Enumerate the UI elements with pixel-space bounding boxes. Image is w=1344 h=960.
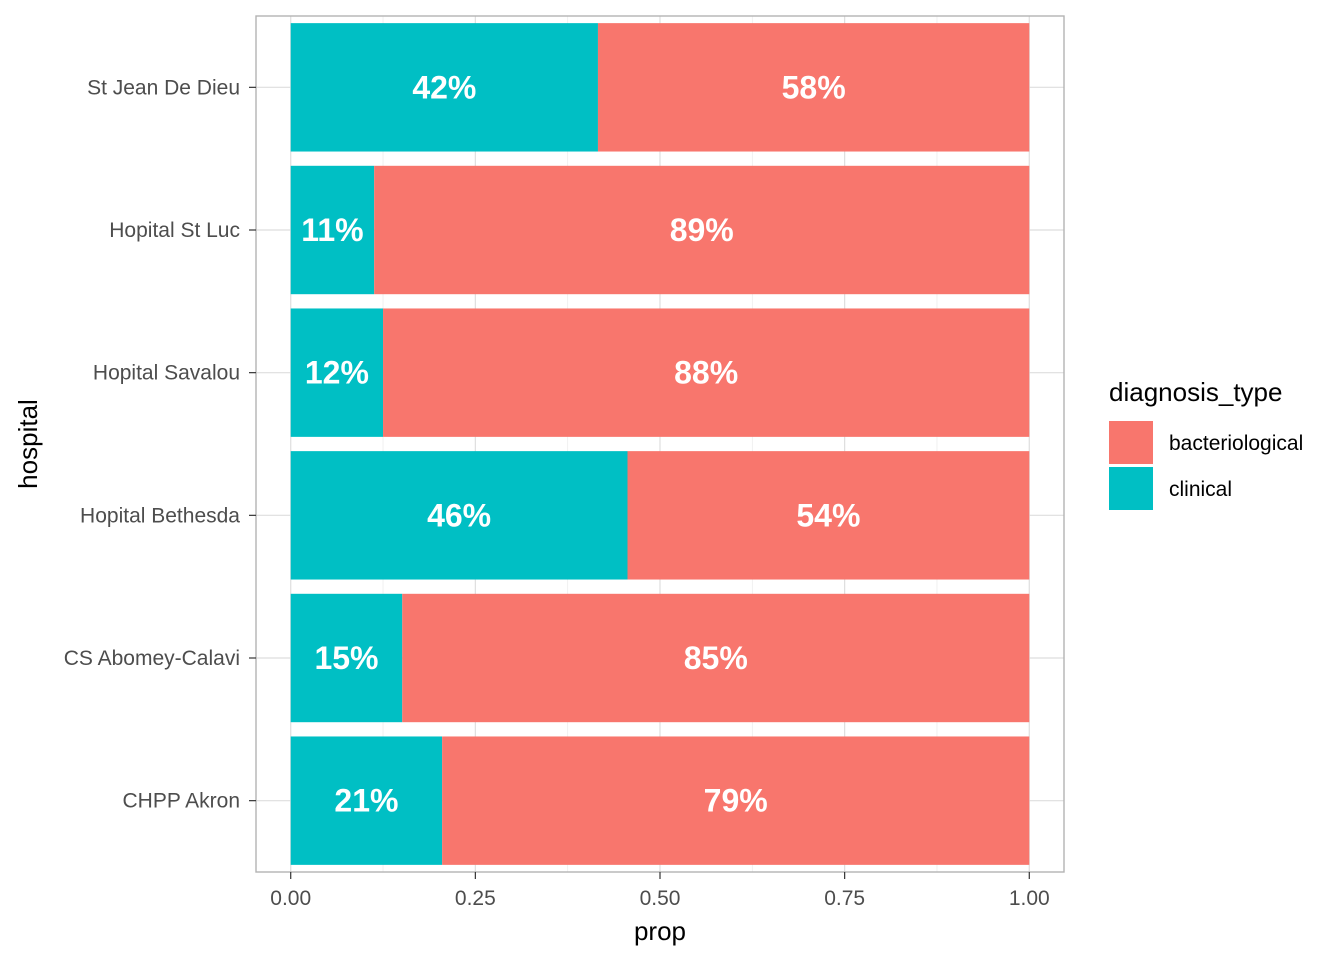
bar-clinical	[290, 451, 628, 580]
y-tick-label: Hopital Savalou	[93, 362, 240, 385]
x-tick-label: 0.50	[640, 887, 681, 910]
legend-entries: bacteriological clinical	[1109, 421, 1303, 510]
bar-clinical	[290, 736, 443, 865]
x-axis-title: prop	[634, 916, 686, 946]
y-tick-label: St Jean De Dieu	[87, 76, 240, 99]
bar-label: 79%	[704, 783, 768, 819]
bar-bacteriological	[374, 165, 1030, 295]
bar-label: 46%	[427, 497, 491, 533]
bar-bacteriological	[627, 451, 1030, 580]
y-tick-label: CHPP Akron	[123, 790, 241, 813]
legend: diagnosis_type bacteriological clinical	[1109, 377, 1303, 510]
bar-label: 89%	[670, 212, 734, 248]
bar-bacteriological	[383, 308, 1030, 437]
x-tick-label: 1.00	[1009, 887, 1050, 910]
y-axis-title: hospital	[13, 399, 43, 489]
legend-key-clinical	[1109, 467, 1153, 510]
bar-bacteriological	[597, 23, 1030, 152]
x-tick-label: 0.75	[824, 887, 865, 910]
bar-label: 54%	[796, 497, 860, 533]
bar-label: 42%	[412, 69, 476, 105]
y-tick-label: CS Abomey-Calavi	[64, 647, 240, 670]
bar-label: 11%	[301, 212, 363, 248]
legend-label-bacteriological: bacteriological	[1169, 432, 1303, 455]
bar-label: 58%	[782, 69, 846, 105]
y-tick-label: Hopital Bethesda	[80, 504, 240, 527]
x-tick-label: 0.25	[455, 887, 496, 910]
bar-clinical	[290, 308, 384, 437]
grid-minor	[382, 16, 938, 872]
legend-label-clinical: clinical	[1169, 478, 1232, 501]
bar-label: 15%	[314, 640, 378, 676]
bar-label: 12%	[305, 355, 369, 391]
bar-label: 85%	[684, 640, 748, 676]
bar-bacteriological	[442, 736, 1030, 865]
bars	[290, 23, 1030, 865]
legend-title: diagnosis_type	[1109, 377, 1282, 407]
legend-key-bacteriological	[1109, 421, 1153, 464]
bar-label: 88%	[674, 355, 738, 391]
x-axis: 0.00 0.25 0.50 0.75 1.00	[270, 872, 1050, 910]
x-tick-label: 0.00	[270, 887, 311, 910]
bar-label: 21%	[334, 783, 398, 819]
bar-clinical	[290, 165, 375, 295]
bar-bacteriological	[402, 593, 1030, 723]
bar-labels: 42% 58% 11% 89% 12% 88% 46% 54% 15% 85% 21% 79%	[301, 69, 860, 818]
bar-clinical	[290, 593, 403, 723]
y-axis: St Jean De Dieu Hopital St Luc Hopital Sav…	[64, 76, 256, 813]
bar-clinical	[290, 23, 598, 152]
y-tick-label: Hopital St Luc	[109, 219, 240, 242]
